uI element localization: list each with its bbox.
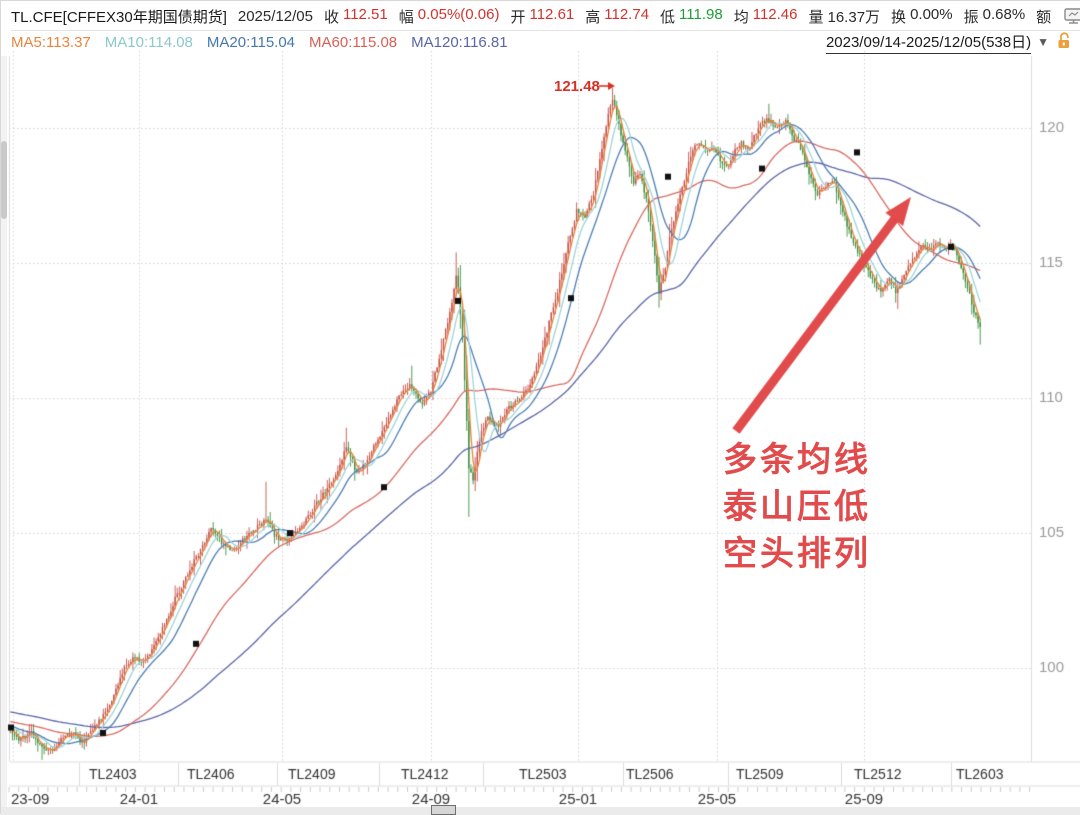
- quote-field: 低 111.98: [660, 5, 723, 26]
- quote-date: 2025/12/05: [237, 7, 313, 25]
- quote-field: 均 112.46: [733, 5, 798, 26]
- quote-field: 振 0.68%: [963, 5, 1026, 26]
- ma-legend-items: MA5:113.37 MA10:114.08 MA20:115.04 MA60:115…: [11, 34, 508, 51]
- chevron-down-icon[interactable]: ▼: [1037, 35, 1049, 49]
- quote-field: 额: [1036, 8, 1052, 26]
- left-scrollbar[interactable]: [1, 56, 7, 807]
- quote-field: 高 112.74: [585, 5, 650, 26]
- bearish-note-annotation: 多条均线 泰山压低 空头排列: [723, 437, 871, 578]
- quote-header: TL.CFE[CFFEX30年期国债期货] 2025/12/05 收 112.51…: [11, 4, 1080, 31]
- ma-legend-item: MA5:113.37: [11, 33, 91, 51]
- note-line-2: 泰山压低: [723, 488, 871, 526]
- ma-legend-bar: MA5:113.37 MA10:114.08 MA20:115.04 MA60:115…: [11, 31, 1080, 54]
- quote-field: 换 0.00%: [891, 5, 953, 26]
- ma-legend-item: MA60:115.08: [309, 33, 398, 51]
- peak-price-annotation: 121.48: [554, 78, 600, 95]
- quote-field: 开 112.61: [510, 5, 575, 26]
- quote-field: 量 16.37万: [808, 8, 881, 26]
- ma-legend-item: MA20:115.04: [206, 33, 296, 51]
- note-line-1: 多条均线: [723, 441, 871, 479]
- note-line-3: 空头排列: [723, 535, 871, 573]
- left-scrollbar-thumb[interactable]: [1, 141, 7, 219]
- quote-field: 幅 0.05%(0.06): [398, 5, 500, 26]
- monitor-icon[interactable]: [1064, 8, 1080, 28]
- ma-legend-item: MA120:116.81: [411, 33, 508, 51]
- date-range-selector[interactable]: 2023/09/14-2025/12/05(538日): [825, 31, 1032, 54]
- symbol-title[interactable]: TL.CFE[CFFEX30年期国债期货]: [11, 8, 227, 26]
- ma-legend-item: MA10:114.08: [104, 33, 193, 51]
- quote-field: 收 112.51: [323, 5, 388, 26]
- quote-fields: 收 112.51 幅 0.05%(0.06) 开 112.61 高 112.74 低 111.98…: [324, 6, 1051, 27]
- unlock-icon[interactable]: [1057, 31, 1072, 53]
